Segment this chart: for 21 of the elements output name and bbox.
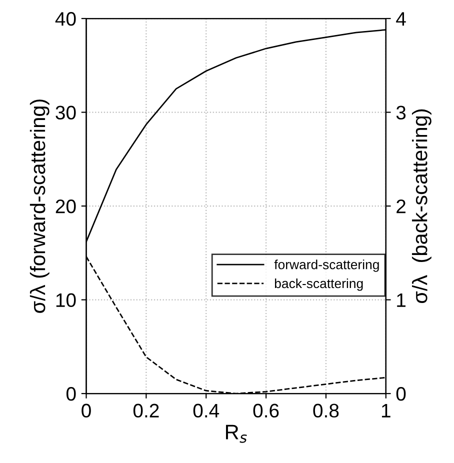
y2-tick-label: 4	[396, 12, 406, 26]
x-tick-label: 0.4	[193, 404, 220, 418]
y-axis-title: σ/λ (forward-scattering)	[30, 100, 50, 313]
y-tick-label: 30	[56, 106, 76, 120]
y-tick-label: 40	[55, 12, 76, 26]
y2-tick-label: 1	[397, 293, 406, 307]
y-tick-label: 20	[56, 200, 76, 214]
y2-tick-label: 2	[396, 200, 406, 214]
legend-label: forward-scattering	[274, 260, 379, 272]
y-tick-label: 0	[66, 387, 76, 401]
y2-axis-title: σ/λ (back-scattering)	[412, 109, 432, 304]
x-tick-label: 0.8	[313, 404, 339, 418]
y-tick-label: 10	[56, 293, 76, 308]
x-axis-title: R$_{s}$	[226, 424, 247, 443]
x-tick-label: 1	[382, 404, 390, 418]
legend-label: back-scattering	[274, 278, 363, 291]
x-tick-label: 0.6	[253, 404, 279, 418]
x-tick-label: 0.2	[133, 404, 159, 418]
x-tick-label: 0	[82, 404, 91, 418]
y2-tick-label: 3	[396, 106, 406, 120]
y2-tick-label: 0	[396, 387, 406, 401]
